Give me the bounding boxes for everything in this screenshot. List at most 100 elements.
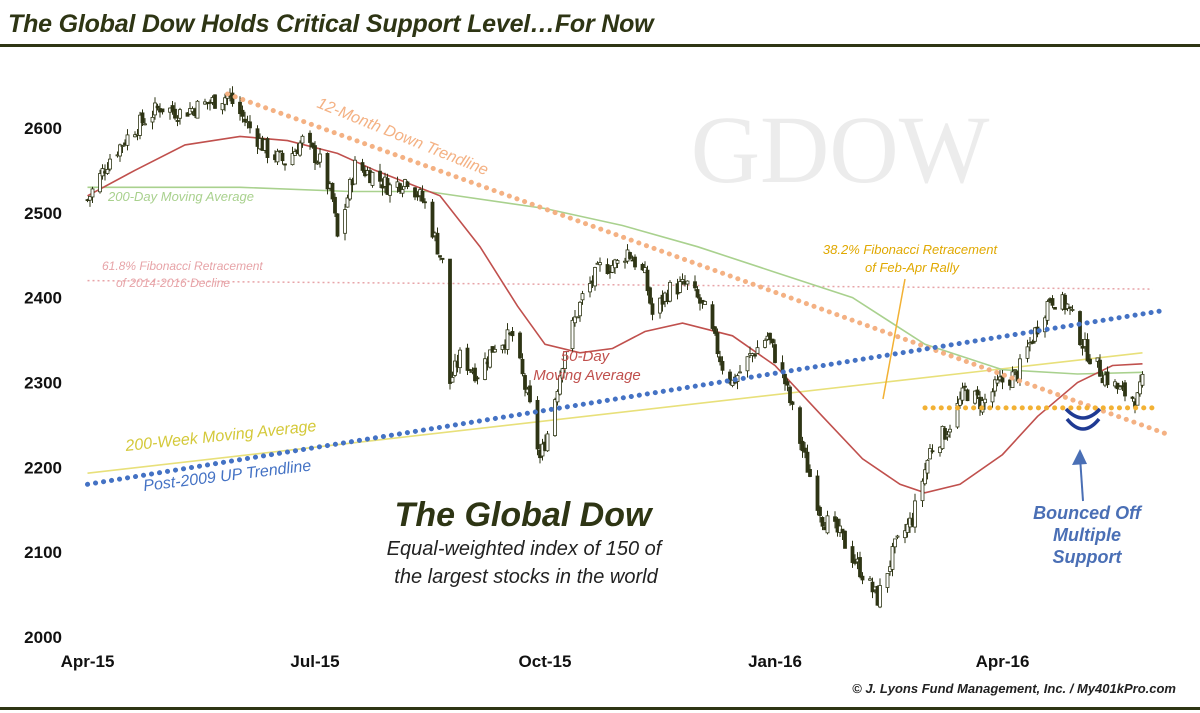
candle-body [678,281,682,293]
candle-body [1123,382,1127,397]
candle-body [458,349,462,369]
candle-body [315,162,320,165]
candle-body [648,287,652,304]
candle-body [1135,392,1140,406]
candle-body [993,379,997,392]
candle-body [440,257,445,260]
candle-body [805,451,810,473]
candle-body [588,283,592,293]
candle-body [1030,341,1035,344]
candle-body [560,368,565,379]
candle-body [238,101,242,115]
candle-body [773,344,777,363]
y-tick-label: 2400 [24,289,62,308]
candle-body [345,197,350,208]
copyright-footer: © J. Lyons Fund Management, Inc. / My401… [852,681,1176,696]
chart-subtitle-line2: the largest stocks in the world [394,566,658,588]
candle-body [835,518,840,533]
candle-body [523,375,527,390]
candle-body [613,259,617,269]
candle-body [1053,306,1057,310]
candle-body [325,153,330,190]
candle-body [695,289,700,298]
candle-body [623,260,627,263]
annotation-200-day-ma: 200-Day Moving Average [107,189,254,204]
candle-body [178,109,182,119]
candle-body [388,184,392,196]
candle-body [1095,357,1100,362]
chart-subtitle-line1: Equal-weighted index of 150 of [387,538,664,560]
candle-body [753,354,757,357]
candle-body [755,347,760,354]
candle-body [1118,386,1122,390]
candle-body [405,181,410,188]
candle-body [133,134,137,138]
candle-body [88,195,92,201]
candle-body [960,387,965,401]
title-divider [0,44,1200,47]
candle-body [575,316,580,319]
candle-body [610,265,615,273]
candle-body [1068,306,1072,309]
candle-body [868,578,872,581]
chart-headline: The Global Dow [395,496,654,534]
candle-body [1085,339,1090,362]
x-tick-label: Apr-15 [61,652,115,671]
candle-body [885,573,890,588]
candle-body [770,338,775,344]
candle-body [1063,294,1067,311]
candle-body [580,293,585,301]
candle-body [108,158,112,170]
indicator-line [85,307,1168,487]
annotation-bounce-line1: Bounced Off [1033,503,1143,523]
candle-body [195,100,200,119]
candle-body [930,450,935,453]
candle-body [558,375,562,395]
candle-body [290,153,295,166]
candle-body [278,150,282,153]
candle-body [905,523,910,533]
candle-body [920,480,925,502]
candle-body [160,108,165,113]
candle-body [1078,311,1082,346]
candle-body [573,316,577,324]
candle-body [528,385,532,403]
y-tick-label: 2600 [24,119,62,138]
candle-body [1025,346,1030,359]
candle-body [1070,309,1075,311]
candle-body [925,459,930,474]
y-tick-label: 2300 [24,373,62,392]
candle-body [280,152,285,162]
candle-body [995,379,1000,384]
candle-body [713,326,717,334]
indicator-line [87,352,1143,474]
candle-body [535,399,540,450]
candle-body [668,281,672,302]
candle-body [1065,303,1070,309]
candle-body [858,557,862,578]
candle-body [820,517,825,527]
bounce-arrow-head [1072,449,1087,465]
candle-body [895,535,900,538]
annotation-up-trendline: Post-2009 UP Trendline [142,457,312,494]
candle-body [1088,358,1092,365]
candle-body [633,256,637,268]
candle-body [913,500,917,528]
candle-body [493,348,497,353]
candle-body [138,114,142,136]
candle-body [1115,382,1120,390]
y-tick-label: 2100 [24,543,62,562]
candle-body [435,232,440,255]
candle-body [153,102,157,116]
candle-body [788,386,792,404]
indicator-line [87,279,1153,290]
candle-body [510,331,515,337]
candle-body [120,145,125,147]
candle-body [308,132,312,143]
candle-body [703,301,707,305]
candle-body [213,94,217,109]
candle-body [223,97,227,105]
candle-body [173,108,177,119]
candle-body [803,447,807,453]
y-axis: 2000 2100 2200 2300 2400 2500 2600 [24,119,62,647]
